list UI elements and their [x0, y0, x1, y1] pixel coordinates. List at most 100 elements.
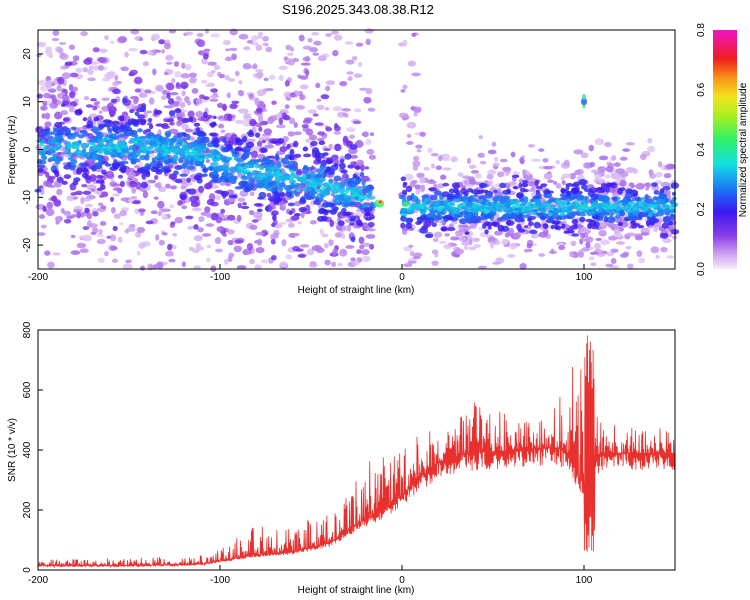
- heatmap-cell: [254, 264, 262, 270]
- heatmap-cell: [354, 187, 363, 193]
- heatmap-cell: [226, 92, 231, 99]
- heatmap-cell: [431, 249, 439, 255]
- heatmap-cell: [68, 44, 76, 50]
- heatmap-cell: [634, 235, 643, 241]
- heatmap-cell: [88, 65, 95, 70]
- heatmap-cell: [246, 172, 253, 176]
- heatmap-cell: [303, 193, 311, 199]
- heatmap-cell: [364, 212, 371, 217]
- heatmap-cell: [134, 231, 142, 238]
- heatmap-y-axis-label: Frequency (Hz): [7, 116, 18, 185]
- heatmap-cell: [85, 124, 94, 129]
- heatmap-cell: [314, 188, 319, 193]
- heatmap-cell: [365, 217, 372, 221]
- heatmap-cell: [493, 189, 498, 194]
- heatmap-cell: [154, 142, 158, 147]
- heatmap-cell: [400, 207, 408, 213]
- heatmap-cell: [267, 181, 275, 187]
- heatmap-cell: [112, 88, 121, 95]
- heatmap-cell: [105, 137, 111, 141]
- heatmap-cell: [119, 124, 127, 131]
- heatmap-cell: [647, 138, 653, 144]
- heatmap-cell: [328, 143, 333, 150]
- heatmap-cell: [356, 219, 363, 226]
- heatmap-cell: [360, 164, 365, 172]
- colorbar-label: Normalized spectral amplitude: [738, 82, 749, 217]
- heatmap-cell: [228, 252, 235, 258]
- heatmap-cell: [369, 132, 375, 137]
- colorbar-ticks: 0.0 0.2 0.4 0.6 0.8: [696, 23, 707, 276]
- heatmap-cell: [574, 200, 579, 205]
- heatmap-cell: [351, 187, 356, 191]
- heatmap-cell: [86, 220, 92, 228]
- heatmap-cell: [192, 141, 198, 148]
- heatmap-cell: [329, 219, 335, 228]
- heatmap-cell: [663, 172, 672, 179]
- heatmap-cell: [414, 184, 421, 190]
- heatmap-cell: [271, 222, 276, 228]
- heatmap-cell: [104, 72, 115, 80]
- heatmap-cell: [420, 184, 426, 192]
- heatmap-cell: [662, 238, 672, 244]
- heatmap-cell: [320, 94, 330, 100]
- heatmap-cell: [555, 210, 562, 214]
- heatmap-cell: [477, 152, 485, 158]
- heatmap-cell: [355, 140, 364, 148]
- heatmap-cell: [349, 217, 356, 222]
- heatmap-cell: [670, 209, 676, 213]
- heatmap-cell: [582, 93, 586, 100]
- heatmap-cell: [454, 248, 465, 255]
- heatmap-cell: [134, 88, 142, 93]
- heatmap-cell: [148, 124, 154, 130]
- heatmap-cell: [440, 174, 447, 180]
- heatmap-cell: [596, 186, 606, 191]
- heatmap-cell: [413, 112, 418, 117]
- heatmap-cell: [200, 164, 206, 169]
- heatmap-cell: [224, 258, 229, 265]
- heatmap-cell: [109, 40, 115, 44]
- heatmap-cell: [659, 232, 669, 239]
- heatmap-cell: [220, 190, 229, 197]
- heatmap-cell: [331, 30, 339, 35]
- heatmap-cell: [501, 166, 512, 172]
- heatmap-cell: [342, 180, 349, 185]
- heatmap-cell: [321, 202, 330, 208]
- heatmap-cell: [118, 167, 127, 173]
- heatmap-cell: [54, 170, 60, 178]
- snr-x-tick-label: 100: [576, 575, 593, 586]
- heatmap-cell: [617, 221, 623, 227]
- heatmap-cell: [598, 229, 607, 237]
- heatmap-cell: [431, 222, 437, 228]
- heatmap-cell: [124, 51, 129, 58]
- heatmap-cell: [254, 182, 262, 189]
- heatmap-cell: [106, 145, 112, 150]
- heatmap-cell: [175, 148, 180, 152]
- heatmap-cell: [339, 193, 345, 201]
- heatmap-cell: [224, 75, 230, 81]
- heatmap-cell: [39, 141, 44, 147]
- heatmap-cell: [295, 106, 305, 110]
- heatmap-cell: [581, 97, 587, 106]
- heatmap-cell: [359, 244, 365, 250]
- heatmap-cell: [627, 263, 634, 269]
- heatmap-cell: [174, 216, 184, 224]
- heatmap-cell: [575, 194, 585, 201]
- heatmap-cell: [169, 138, 178, 143]
- heatmap-cell: [640, 206, 645, 211]
- heatmap-cell: [139, 49, 148, 55]
- heatmap-cell: [255, 44, 263, 51]
- heatmap-cell: [365, 38, 371, 46]
- heatmap-cell: [149, 160, 158, 168]
- heatmap-cell: [162, 89, 168, 95]
- heatmap-cell: [323, 148, 331, 152]
- heatmap-cell: [127, 171, 136, 179]
- heatmap-cell: [255, 122, 263, 128]
- heatmap-cell: [288, 173, 295, 180]
- heatmap-cell: [285, 254, 293, 260]
- heatmap-cell: [403, 173, 414, 181]
- heatmap-cell: [605, 183, 613, 188]
- heatmap-x-ticks: -200 -100 0 100: [28, 264, 593, 283]
- heatmap-cell: [97, 202, 104, 207]
- heatmap-cell: [566, 212, 575, 217]
- heatmap-cell: [267, 116, 275, 125]
